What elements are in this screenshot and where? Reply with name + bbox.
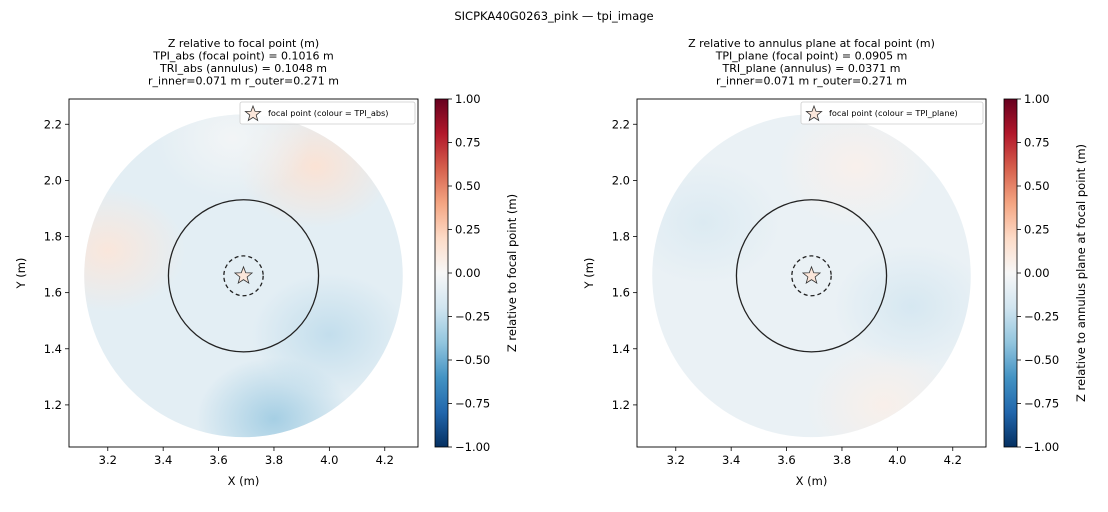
y-axis-label: Y (m) [14, 258, 28, 290]
colorbar-tick-label: −0.50 [1024, 353, 1059, 367]
colorbar-label: Z relative to annulus plane at focal poi… [1074, 144, 1088, 402]
figure-suptitle: SICPKA40G0263_pink — tpi_image [454, 9, 653, 23]
legend-star-marker [805, 104, 823, 122]
panel-title-line: TRI_abs (annulus) = 0.1048 m [159, 62, 327, 75]
colorbar-tick-label: 0.00 [1024, 266, 1050, 280]
x-tick-label: 4.0 [888, 453, 906, 467]
colorbar-tick-label: −0.25 [455, 310, 490, 324]
x-axis-label: X (m) [228, 474, 260, 488]
y-tick-label: 1.2 [44, 398, 62, 412]
x-tick-label: 3.6 [209, 453, 227, 467]
surface-patch [154, 114, 310, 201]
colorbar-label: Z relative to focal point (m) [505, 194, 519, 352]
y-tick-label: 1.6 [612, 286, 630, 300]
y-tick-label: 1.6 [44, 286, 62, 300]
focal-point-marker [801, 265, 822, 285]
legend-box [800, 101, 984, 125]
colorbar [1003, 98, 1018, 448]
panel-title-line: Z relative to annulus plane at focal poi… [688, 37, 935, 50]
colorbar-tick-label: 0.25 [455, 223, 481, 237]
colorbar-tick-label: −1.00 [1024, 440, 1059, 454]
colorbar [434, 98, 449, 448]
colorbar-tick-label: 0.75 [455, 136, 481, 150]
x-tick-label: 3.8 [833, 453, 851, 467]
outer-annulus-circle [735, 199, 888, 353]
x-tick-label: 3.4 [722, 453, 740, 467]
colorbar-tick-label: 1.00 [455, 92, 481, 106]
surface-patch [196, 357, 352, 438]
panel-title-line: r_inner=0.071 m r_outer=0.271 m [148, 75, 339, 88]
panels: Z relative to focal point (m)TPI_abs (fo… [14, 37, 1088, 488]
panel-title-line: TPI_abs (focal point) = 0.1016 m [152, 50, 334, 63]
colorbar-tick-label: −0.75 [1024, 397, 1059, 411]
x-axis-label: X (m) [796, 474, 828, 488]
y-tick-label: 2.0 [612, 173, 630, 187]
y-axis-label: Y (m) [582, 258, 596, 290]
y-tick-label: 1.8 [44, 230, 62, 244]
x-tick-label: 3.4 [154, 453, 172, 467]
panel-title-line: TRI_plane (annulus) = 0.0371 m [721, 62, 900, 75]
x-tick-label: 3.6 [777, 453, 795, 467]
inner-annulus-circle [791, 255, 832, 297]
inner-annulus-circle [223, 255, 264, 297]
y-tick-label: 1.4 [44, 342, 62, 356]
y-tick-label: 1.4 [612, 342, 630, 356]
x-tick-label: 3.8 [265, 453, 283, 467]
y-tick-label: 2.2 [44, 117, 62, 131]
x-tick-label: 3.2 [99, 453, 117, 467]
colorbar-tick-label: 0.25 [1024, 223, 1050, 237]
y-tick-label: 1.2 [612, 398, 630, 412]
legend-label: focal point (colour = TPI_abs) [268, 108, 389, 118]
outer-annulus-circle [167, 199, 320, 353]
colorbar-tick-label: 0.50 [455, 179, 481, 193]
panel-1: Z relative to focal point (m)TPI_abs (fo… [14, 37, 519, 488]
y-tick-label: 2.0 [44, 173, 62, 187]
surface-patch [833, 244, 971, 369]
colorbar-tick-label: −0.25 [1024, 310, 1059, 324]
colorbar-tick-label: −0.50 [455, 353, 490, 367]
panel-title-line: TPI_plane (focal point) = 0.0905 m [715, 50, 908, 63]
x-tick-label: 3.2 [667, 453, 685, 467]
x-tick-label: 4.2 [944, 453, 962, 467]
legend-star-marker [244, 104, 262, 122]
y-tick-label: 1.8 [612, 230, 630, 244]
surface-cloud [84, 114, 403, 438]
axes-frame [68, 98, 419, 448]
y-tick-label: 2.2 [612, 117, 630, 131]
colorbar-tick-label: 0.00 [455, 266, 481, 280]
panel-2: Z relative to annulus plane at focal poi… [582, 37, 1088, 488]
colorbar-tick-label: 0.50 [1024, 179, 1050, 193]
surface-cloud [652, 114, 971, 438]
focal-point-marker [233, 265, 254, 285]
colorbar-tick-label: 1.00 [1024, 92, 1050, 106]
axes-frame [636, 98, 987, 448]
x-tick-label: 4.2 [376, 453, 394, 467]
panel-title-line: Z relative to focal point (m) [168, 37, 319, 50]
legend-label: focal point (colour = TPI_plane) [829, 108, 958, 118]
colorbar-tick-label: 0.75 [1024, 136, 1050, 150]
colorbar-tick-label: −0.75 [455, 397, 490, 411]
legend-box [239, 101, 416, 125]
surface-patch [84, 188, 186, 313]
panel-title-line: r_inner=0.071 m r_outer=0.271 m [716, 75, 907, 88]
colorbar-tick-label: −1.00 [455, 440, 490, 454]
x-tick-label: 4.0 [320, 453, 338, 467]
